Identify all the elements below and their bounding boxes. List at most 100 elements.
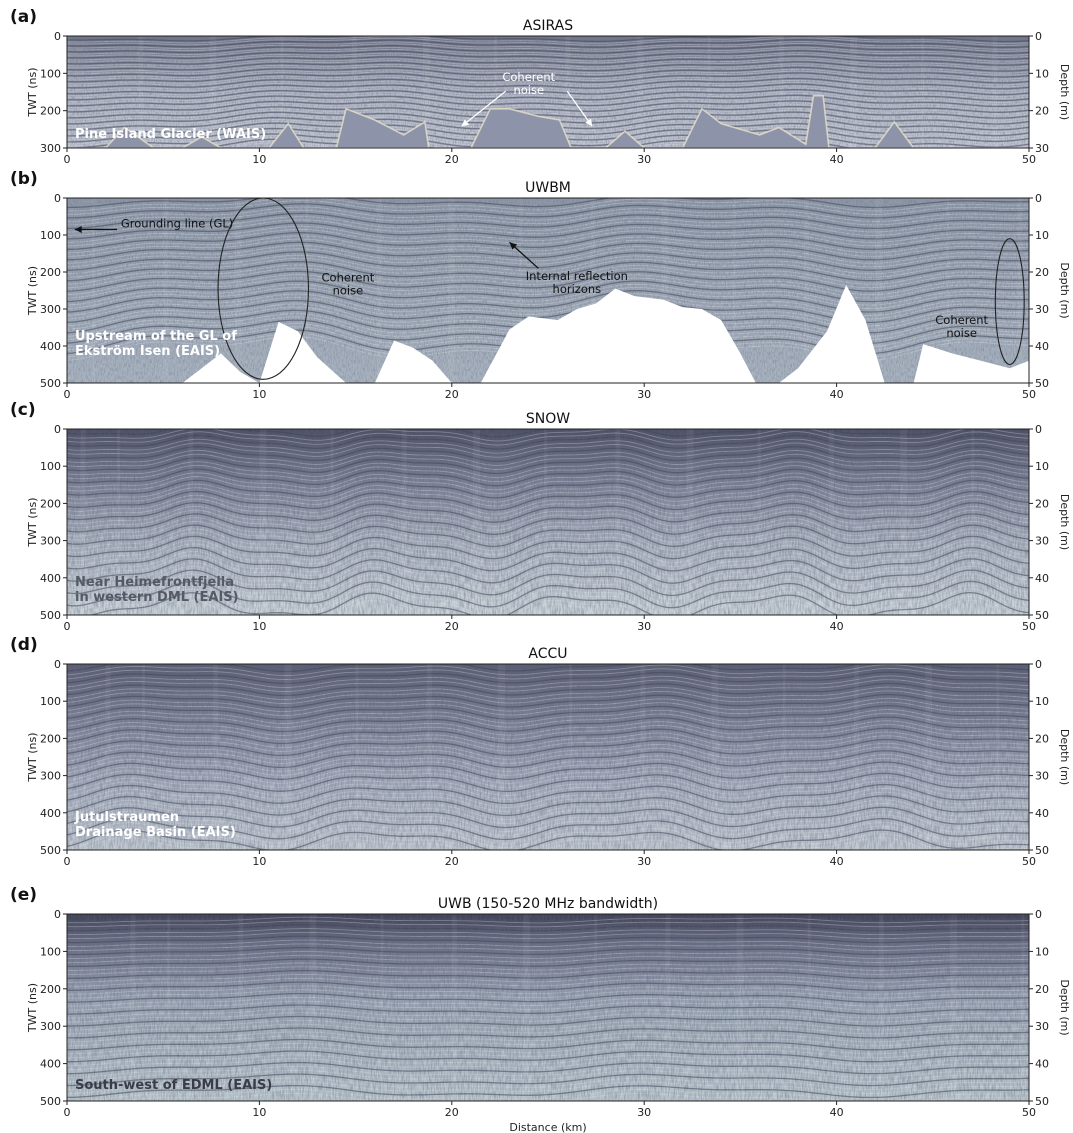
trace-streak	[305, 198, 309, 383]
y-right-tick-label: 10	[1035, 229, 1049, 242]
trace-streak	[636, 36, 644, 148]
y-tick-label: 100	[40, 945, 61, 958]
annotation-line: noise	[333, 283, 364, 297]
y-tick-label: 200	[40, 732, 61, 745]
annotation-arrow	[461, 90, 507, 127]
trace-streak	[992, 36, 998, 148]
y-tick-label: 300	[40, 303, 61, 316]
x-tick-label: 10	[252, 620, 266, 633]
trace-streak	[878, 914, 884, 1101]
trace-streak	[711, 664, 719, 850]
trace-streak	[494, 36, 498, 148]
y-right-tick-label: 10	[1035, 460, 1049, 473]
highlight-ellipse	[217, 197, 310, 380]
annotation-line: horizons	[553, 282, 602, 296]
trace-streak	[900, 429, 908, 615]
trace-streak	[284, 664, 292, 850]
arrow-head	[585, 118, 593, 127]
trace-streak	[590, 198, 596, 383]
noise-texture	[67, 429, 1029, 615]
trace-streak	[971, 429, 975, 615]
y-right-tick-label: 40	[1035, 572, 1049, 585]
trace-streak	[351, 36, 357, 148]
y-tick-label: 400	[40, 340, 61, 353]
trace-streak	[996, 664, 1000, 850]
x-tick-label: 20	[445, 388, 459, 401]
y-tick-label: 500	[40, 1095, 61, 1108]
annotation-text: Coherent noise	[322, 270, 375, 297]
y-right-tick-label: 40	[1035, 1058, 1049, 1071]
trace-streak	[757, 429, 761, 615]
y-right-axis-label: Depth (m)	[1058, 494, 1071, 550]
axes-frame	[66, 663, 1030, 851]
y-right-tick-label: 0	[1035, 192, 1042, 205]
y-right-tick-label: 20	[1035, 732, 1049, 745]
axes-frame	[66, 428, 1030, 616]
y-right-axis-label: Depth (m)	[1058, 979, 1071, 1035]
trace-streak	[921, 36, 925, 148]
trace-streak	[594, 914, 598, 1101]
trace-streak	[686, 429, 694, 615]
trace-streak	[807, 914, 811, 1101]
x-tick-label: 0	[64, 1106, 71, 1119]
x-tick-label: 20	[445, 1106, 459, 1119]
y-tick-label: 400	[40, 1058, 61, 1071]
axes-frame	[66, 913, 1030, 1102]
no-data-region	[67, 95, 1029, 148]
site-label-line: Near Heimefrontfjella	[75, 575, 234, 590]
y-right-tick-label: 10	[1035, 67, 1049, 80]
y-tick-label: 0	[54, 658, 61, 671]
panel-letter: (e)	[10, 885, 37, 905]
highlight-ellipse	[994, 238, 1025, 366]
panel-letter: (d)	[10, 635, 38, 655]
y-right-tick-label: 50	[1035, 1095, 1049, 1108]
y-tick-label: 400	[40, 572, 61, 585]
annotation-line: Coherent	[322, 270, 375, 284]
trace-streak	[447, 198, 455, 383]
y-right-tick-label: 20	[1035, 105, 1049, 118]
annotation-line: Grounding line (GL)	[121, 217, 233, 231]
y-right-tick-label: 40	[1035, 340, 1049, 353]
site-label-line: South-west of EDML (EAIS)	[75, 1078, 272, 1093]
arrow-head	[509, 242, 518, 250]
axes-frame	[66, 35, 1030, 149]
x-tick-label: 40	[830, 855, 844, 868]
x-tick-label: 50	[1022, 855, 1036, 868]
panel-title: UWBM	[525, 180, 571, 196]
y-tick-label: 500	[40, 377, 61, 390]
y-tick-label: 0	[54, 908, 61, 921]
panel-4: (e) UWB (150-520 MHz bandwidth)0100200300…	[10, 885, 1071, 1133]
trace-streak	[1017, 198, 1023, 383]
bed-reflection	[67, 94, 1029, 148]
x-tick-label: 30	[637, 1106, 651, 1119]
y-right-tick-label: 30	[1035, 142, 1049, 155]
x-tick-label: 0	[64, 388, 71, 401]
annotation-text: Coherent noise	[935, 313, 988, 340]
trace-streak	[309, 914, 317, 1101]
y-tick-label: 100	[40, 695, 61, 708]
arrow-head	[461, 119, 470, 127]
panel-title: UWB (150-520 MHz bandwidth)	[438, 896, 658, 912]
y-tick-label: 0	[54, 30, 61, 43]
trace-streak	[732, 198, 736, 383]
x-tick-label: 20	[445, 620, 459, 633]
y-right-tick-label: 0	[1035, 30, 1042, 43]
x-tick-label: 50	[1022, 388, 1036, 401]
trace-streak	[707, 36, 711, 148]
site-label: Upstream of the GL of Ekström Isen (EAIS)	[75, 329, 237, 359]
site-label-line: Jutulstraumen	[74, 810, 179, 825]
y-right-axis-label: Depth (m)	[1058, 729, 1071, 785]
trace-streak	[92, 198, 96, 383]
trace-streak	[1021, 914, 1025, 1101]
trace-streak	[451, 914, 457, 1101]
y-tick-label: 0	[54, 423, 61, 436]
x-tick-label: 0	[64, 855, 71, 868]
trace-streak	[569, 664, 573, 850]
trace-streak	[234, 198, 242, 383]
y-tick-label: 300	[40, 142, 61, 155]
panel-title: ASIRAS	[523, 18, 573, 34]
y-right-axis-label: Depth (m)	[1058, 64, 1071, 120]
